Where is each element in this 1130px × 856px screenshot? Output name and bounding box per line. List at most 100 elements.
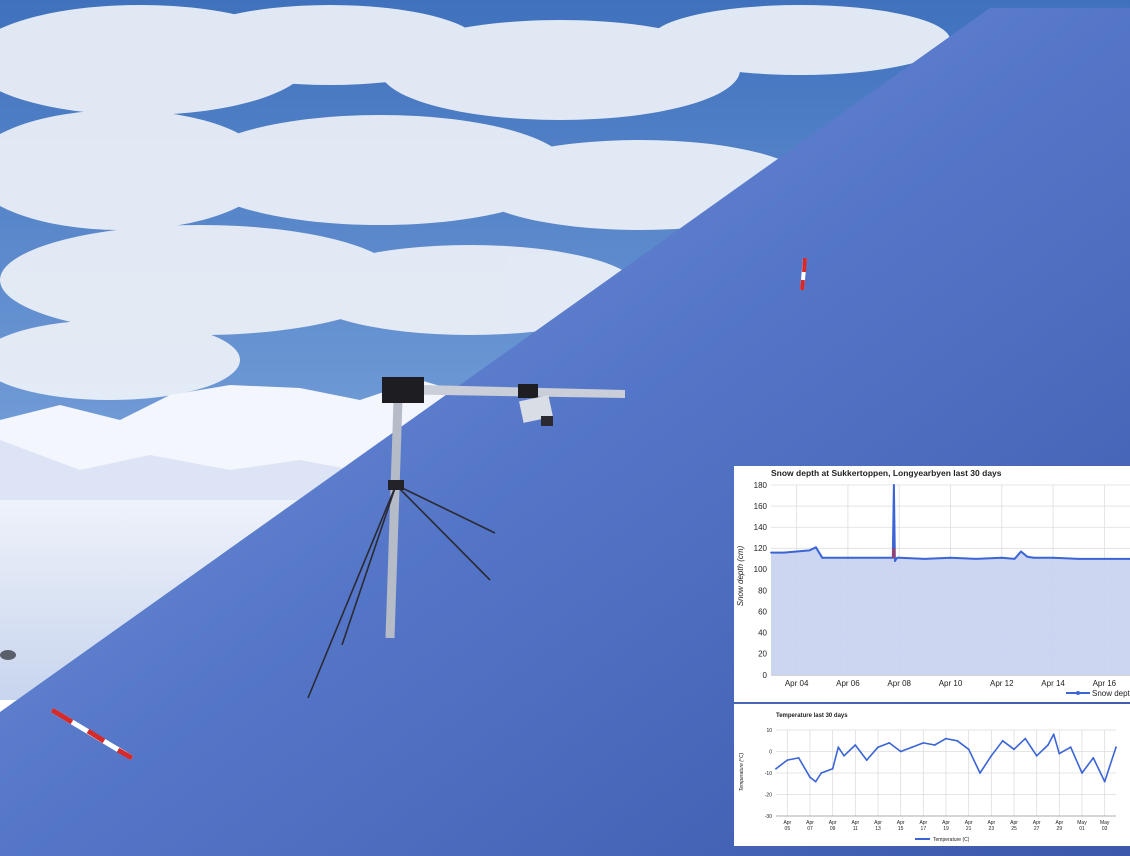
- temp-ytick-label: 10: [766, 728, 772, 734]
- temp-data-point: [1013, 748, 1015, 751]
- temp-xtick-label: 19: [943, 826, 949, 832]
- temp-data-point: [1081, 772, 1083, 774]
- temp-data-point: [837, 746, 840, 749]
- temp-xtick-label: 01: [1079, 826, 1085, 832]
- temp-xtick-label: Apr: [806, 820, 814, 826]
- clouds: [0, 5, 950, 400]
- temp-xtick-label: Apr: [783, 820, 791, 826]
- temp-legend-label: Temperature (C): [933, 837, 970, 843]
- snow-data-point: [872, 556, 875, 559]
- snow-data-point: [847, 556, 849, 559]
- snow-legend-marker: [1076, 691, 1080, 695]
- temp-data-point: [922, 742, 925, 744]
- temp-xtick-label: Apr: [897, 820, 905, 826]
- temp-xtick-label: 25: [1011, 826, 1017, 832]
- snow-ytick-label: 180: [754, 481, 768, 490]
- temp-xtick-label: 17: [921, 826, 927, 832]
- temp-xtick-label: Apr: [942, 820, 950, 826]
- temp-data-point: [933, 744, 936, 746]
- temp-data-point: [797, 757, 800, 759]
- snow-ytick-label: 20: [758, 650, 767, 659]
- temp-xtick-label: Apr: [874, 820, 882, 826]
- snow-ytick-label: 60: [758, 607, 767, 616]
- temp-data-point: [843, 754, 845, 757]
- snow-ytick-label: 120: [754, 544, 768, 553]
- temp-chart-ylabel: Temperature (°C): [739, 752, 745, 791]
- temp-data-point: [990, 754, 993, 757]
- temp-ytick-label: -20: [765, 792, 772, 798]
- temp-xtick-label: Apr: [965, 820, 973, 826]
- temp-xtick-label: Apr: [1033, 820, 1041, 826]
- temp-data-point: [1001, 739, 1004, 742]
- temp-data-point: [1069, 746, 1072, 749]
- temp-xtick-label: 27: [1034, 826, 1040, 832]
- snow-data-point: [923, 557, 926, 560]
- temp-xtick-label: 23: [989, 826, 995, 832]
- temp-data-point: [1115, 746, 1117, 749]
- snow-depth-chart: Snow depth at Sukkertoppen, Longyearbyen…: [736, 468, 1130, 698]
- snow-xtick-label: Apr 12: [990, 679, 1014, 688]
- temp-data-point: [979, 772, 981, 774]
- temp-data-point: [814, 780, 817, 783]
- temp-data-point: [1047, 744, 1049, 746]
- temp-xtick-label: 13: [875, 826, 881, 832]
- temp-data-point: [899, 750, 902, 753]
- temp-xtick-label: May: [1100, 820, 1110, 826]
- temp-data-point: [831, 767, 834, 770]
- slope-marker-pole-bottom: [50, 707, 134, 761]
- temp-data-point: [877, 746, 879, 749]
- temp-data-point: [820, 772, 823, 774]
- snow-data-point: [975, 557, 978, 560]
- temp-xtick-label: Apr: [829, 820, 837, 826]
- snow-data-point: [896, 556, 898, 559]
- temp-xtick-label: 03: [1102, 826, 1108, 832]
- temp-data-point: [967, 748, 970, 751]
- temp-data-point: [809, 776, 811, 779]
- snow-chart-ylabel: Snow depth (cm): [736, 545, 745, 606]
- snow-data-point: [782, 551, 785, 554]
- temp-data-point: [786, 759, 789, 761]
- temp-data-point: [865, 759, 868, 761]
- snow-data-point: [1020, 550, 1022, 553]
- temp-ytick-label: -30: [765, 814, 772, 820]
- snow-data-point: [770, 551, 772, 554]
- temp-xtick-label: 11: [853, 826, 858, 832]
- temperature-chart-panel: Temperature last 30 days Temperature (°C…: [734, 704, 1130, 846]
- snow-data-point: [894, 560, 896, 562]
- snow-data-point: [898, 556, 901, 559]
- snow-ytick-label: 80: [758, 586, 767, 595]
- weather-station-mast: [307, 377, 625, 699]
- snow-xtick-label: Apr 10: [939, 679, 963, 688]
- snow-chart-title: Snow depth at Sukkertoppen, Longyearbyen…: [771, 468, 1002, 478]
- snow-legend-label: Snow depth: [1092, 689, 1130, 698]
- snow-ytick-label: 140: [754, 523, 768, 532]
- snow-xtick-label: Apr 14: [1041, 679, 1065, 688]
- temp-data-point: [854, 744, 857, 746]
- snow-data-point: [949, 556, 952, 559]
- snow-data-point: [1026, 555, 1029, 558]
- temp-xtick-label: May: [1077, 820, 1087, 826]
- temperature-chart: Temperature last 30 days Temperature (°C…: [739, 713, 1117, 843]
- snow-ytick-label: 160: [754, 502, 768, 511]
- snow-depth-chart-panel: Snow depth at Sukkertoppen, Longyearbyen…: [734, 466, 1130, 702]
- snow-data-point: [1103, 557, 1106, 560]
- temp-xtick-label: Apr: [851, 820, 859, 826]
- temp-xtick-label: 05: [785, 826, 791, 832]
- temp-data-point: [1024, 737, 1027, 740]
- snow-series-area: [771, 485, 1130, 675]
- temp-grid: [776, 729, 1116, 817]
- temp-data-point: [775, 767, 777, 770]
- snow-data-point: [1052, 556, 1054, 559]
- temp-data-point: [1035, 754, 1038, 757]
- snow-xtick-label: Apr 06: [836, 679, 860, 688]
- temp-data-point: [1058, 752, 1061, 755]
- temp-xtick-label: 15: [898, 826, 904, 832]
- snow-data-point: [1032, 556, 1035, 559]
- temp-data-point: [945, 737, 947, 740]
- temp-data-point: [1052, 733, 1055, 736]
- temp-xtick-label: 07: [807, 826, 813, 832]
- temp-data-point: [956, 739, 959, 742]
- temp-xtick-label: Apr: [987, 820, 995, 826]
- temp-data-point: [888, 742, 891, 744]
- snow-data-point: [1000, 556, 1003, 559]
